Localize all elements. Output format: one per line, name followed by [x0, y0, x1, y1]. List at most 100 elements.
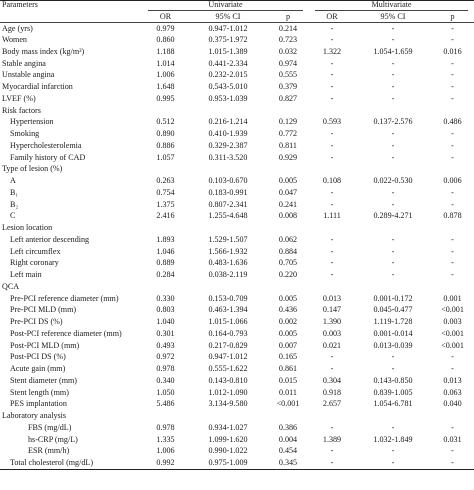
multivariate-or-cell: - — [330, 199, 334, 209]
multivariate-or-cell: - — [330, 364, 334, 374]
multivariate-or-cell: - — [330, 58, 334, 68]
table-row: Left circumflex 1.046 1.566-1.932 0.884 - - - — [0, 246, 474, 258]
multivariate-or-cell: - — [330, 129, 334, 139]
univariate-or-cell: 0.972 — [156, 352, 175, 362]
parameter-cell: Pre-PCI MLD (mm) — [10, 305, 77, 315]
multivariate-or-cell: 1.390 — [322, 317, 342, 327]
table-row: Pre-PCI reference diameter (mm) 0.330 0.15… — [0, 293, 474, 305]
parameter-cell: Stent diameter (mm) — [10, 375, 77, 385]
multivariate-or-cell: - — [330, 270, 334, 280]
univariate-p-header: p — [267, 11, 309, 23]
parameter-cell: B₂ — [10, 199, 19, 209]
multivariate-or-cell: 0.013 — [322, 293, 342, 303]
multivariate-ci-cell: - — [391, 82, 395, 92]
univariate-or-cell: 1.046 — [156, 246, 175, 256]
parameter-cell: C — [10, 211, 16, 221]
multivariate-p-cell: - — [451, 446, 454, 456]
multivariate-ci-cell: - — [391, 199, 395, 209]
parameter-cell: Body mass index (kg/m²) — [2, 46, 85, 56]
univariate-ci-cell: 0.410-1.939 — [208, 129, 248, 139]
table-row: Left anterior descending 1.893 1.529-1.507… — [0, 234, 474, 246]
section-label: Lesion location — [2, 223, 53, 233]
univariate-p-cell: 0.705 — [278, 258, 298, 268]
univariate-or-cell: 0.889 — [156, 258, 175, 268]
multivariate-ci-cell: - — [391, 152, 395, 162]
univariate-or-cell: 2.416 — [156, 211, 175, 221]
multivariate-p-cell: - — [451, 352, 454, 362]
univariate-ci-cell: 0.232-2.015 — [208, 70, 248, 80]
univariate-or-cell: 0.493 — [156, 340, 175, 350]
univariate-ci-cell: 1.566-1.932 — [208, 246, 248, 256]
univariate-or-cell: 0.890 — [156, 129, 175, 139]
multivariate-p-cell: - — [451, 199, 454, 209]
univariate-or-cell: 0.886 — [156, 140, 175, 150]
multivariate-p-cell: - — [451, 234, 454, 244]
multivariate-ci-cell: - — [391, 446, 395, 456]
multivariate-p-cell: - — [451, 70, 454, 80]
regression-table: Parameters Univariate Multivariate OR 95… — [0, 0, 474, 470]
multivariate-or-cell: - — [330, 352, 334, 362]
univariate-or-cell: 5.486 — [156, 399, 175, 409]
univariate-or-cell: 1.006 — [156, 70, 175, 80]
multivariate-ci-cell: - — [391, 187, 395, 197]
multivariate-ci-cell: 0.001-0.172 — [373, 293, 413, 303]
univariate-p-cell: 0.929 — [278, 152, 298, 162]
multivariate-or-cell: 0.304 — [322, 375, 342, 385]
multivariate-ci-cell: - — [391, 234, 395, 244]
univariate-p-cell: 0.011 — [279, 387, 297, 397]
table-row: Women 0.860 0.375-1.972 0.723 - - - — [0, 34, 474, 46]
univariate-or-cell: 1.057 — [156, 152, 175, 162]
parameter-cell: Women — [2, 35, 27, 45]
multivariate-p-cell: 0.003 — [443, 317, 462, 327]
parameter-cell: Total cholesterol (mg/dL) — [0, 457, 142, 470]
univariate-p-cell: 0.379 — [278, 82, 298, 92]
multivariate-ci-cell: 1.054-6.781 — [373, 399, 413, 409]
univariate-or-cell: 0.803 — [156, 305, 175, 315]
univariate-ci-cell: 0.483-1.636 — [208, 258, 248, 268]
univariate-ci-cell: 0.807-2.341 — [208, 199, 248, 209]
table-row: Acute gain (mm) 0.978 0.555-1.622 0.861 - - - — [0, 363, 474, 375]
table-row: LVEF (%) 0.995 0.953-1.039 0.827 - - - — [0, 93, 474, 105]
univariate-p-cell: 0.005 — [278, 328, 298, 338]
univariate-p-cell: 0.002 — [278, 317, 298, 327]
table-row: C 2.416 1.255-4.648 0.008 1.111 0.289-4.271 0.… — [0, 211, 474, 223]
multivariate-or-cell: 0.593 — [322, 117, 342, 127]
univariate-or-cell: 0.301 — [156, 328, 175, 338]
section-header-row: QCA — [0, 281, 474, 293]
multivariate-p-cell: 0.486 — [443, 117, 462, 127]
multivariate-p-cell: 0.063 — [443, 387, 462, 397]
univariate-p-cell: 0.772 — [278, 129, 298, 139]
multivariate-or-cell: 0.147 — [322, 305, 342, 315]
univariate-p-cell: 0.214 — [278, 23, 298, 33]
multivariate-p-cell: - — [451, 270, 454, 280]
univariate-or-cell: 1.014 — [156, 58, 175, 68]
multivariate-or-cell: - — [330, 140, 334, 150]
univariate-or-cell: 1.375 — [156, 199, 175, 209]
multivariate-p-cell: - — [451, 152, 454, 162]
multivariate-or-cell: - — [330, 35, 334, 45]
parameter-cell: Pre-PCI DS (%) — [10, 317, 63, 327]
multivariate-p-cell: 0.878 — [443, 211, 462, 221]
multivariate-ci-cell: - — [391, 35, 395, 45]
univariate-p-cell: 0.062 — [278, 234, 298, 244]
parameter-cell: Stent length (mm) — [10, 387, 69, 397]
univariate-or-cell: 0.340 — [156, 375, 175, 385]
univariate-or-cell: 1.050 — [156, 387, 175, 397]
univariate-ci-cell: 0.975-1.009 — [189, 457, 267, 470]
univariate-p-cell: 0.974 — [278, 58, 298, 68]
table-row: Stent length (mm) 1.050 1.012-1.090 0.011 0.… — [0, 387, 474, 399]
univariate-ci-cell: 1.015-1.066 — [208, 317, 248, 327]
table-row: Stent diameter (mm) 0.340 0.143-0.810 0.015… — [0, 375, 474, 387]
univariate-p-cell: 0.811 — [279, 140, 297, 150]
univariate-p-cell: 0.005 — [278, 176, 298, 186]
univariate-or-cell: 0.263 — [156, 176, 175, 186]
section-label: Risk factors — [2, 105, 41, 115]
multivariate-ci-cell: 0.022-0.530 — [373, 176, 413, 186]
univariate-ci-cell: 0.543-5.010 — [208, 82, 248, 92]
multivariate-or-header: OR — [309, 11, 355, 23]
multivariate-p-cell: - — [451, 187, 454, 197]
univariate-ci-cell: 0.311-3.520 — [208, 152, 248, 162]
multivariate-ci-cell: - — [391, 270, 395, 280]
table-row: Post-PCI MLD (mm) 0.493 0.217-0.829 0.007 0.… — [0, 340, 474, 352]
parameter-cell: B₁ — [10, 187, 19, 197]
